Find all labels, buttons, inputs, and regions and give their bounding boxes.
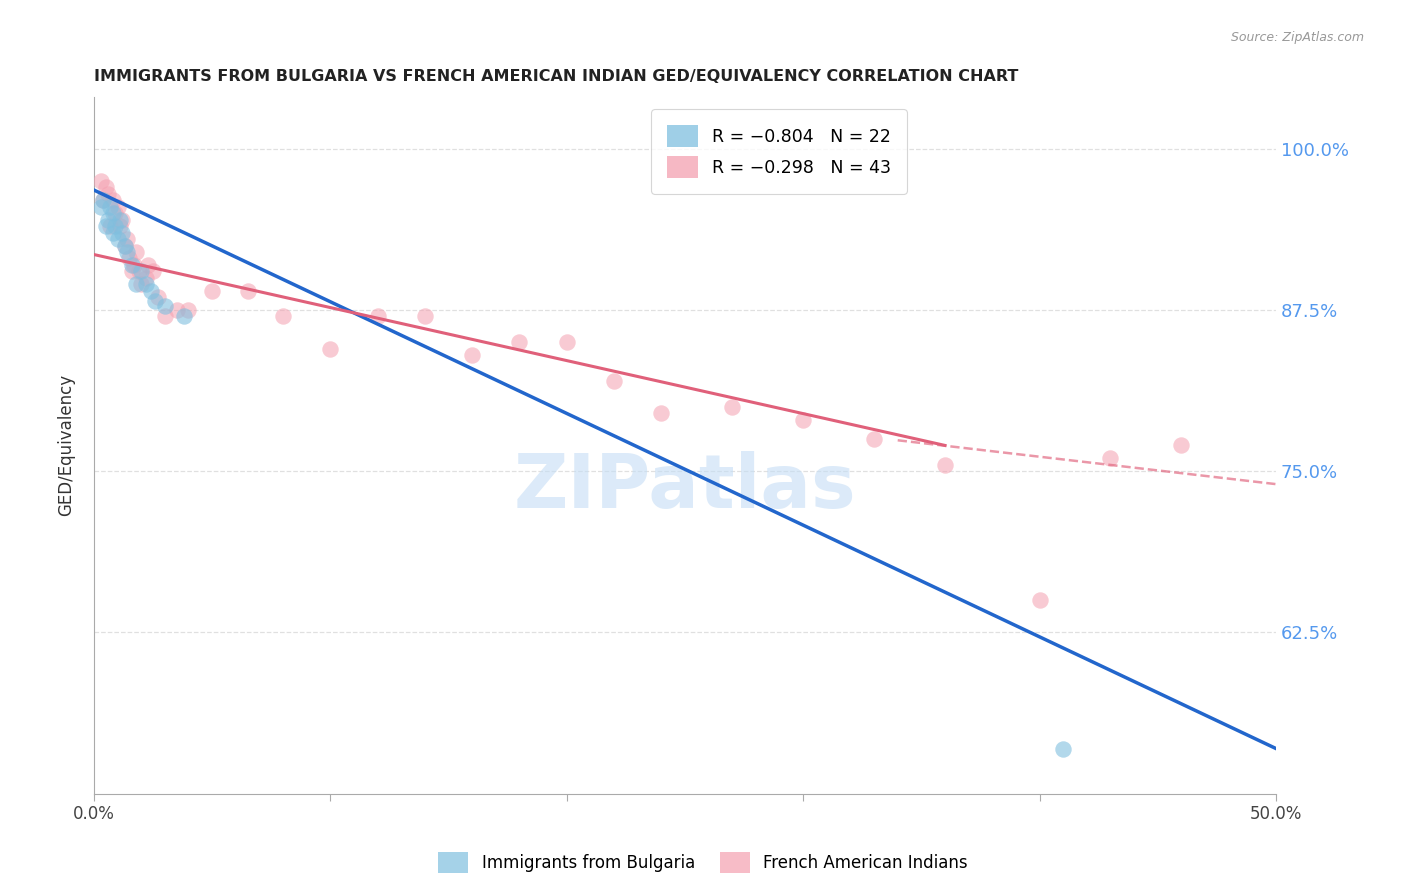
Point bbox=[121, 258, 143, 272]
Point bbox=[115, 244, 138, 259]
Point bbox=[107, 232, 129, 246]
Point bbox=[236, 284, 259, 298]
Point bbox=[413, 310, 436, 324]
Legend: R = −0.804   N = 22, R = −0.298   N = 43: R = −0.804 N = 22, R = −0.298 N = 43 bbox=[651, 110, 907, 194]
Point bbox=[1052, 741, 1074, 756]
Point bbox=[104, 206, 127, 220]
Y-axis label: GED/Equivalency: GED/Equivalency bbox=[58, 375, 75, 516]
Point bbox=[125, 244, 148, 259]
Point bbox=[101, 206, 124, 220]
Point bbox=[108, 219, 131, 234]
Point bbox=[792, 412, 814, 426]
Point bbox=[367, 310, 389, 324]
Point bbox=[94, 219, 117, 234]
Point bbox=[555, 335, 578, 350]
Point bbox=[136, 258, 159, 272]
Point bbox=[97, 212, 120, 227]
Point bbox=[142, 264, 165, 278]
Point bbox=[97, 186, 120, 201]
Point bbox=[93, 194, 115, 208]
Point bbox=[100, 219, 122, 234]
Point bbox=[1170, 438, 1192, 452]
Point bbox=[508, 335, 530, 350]
Point bbox=[104, 219, 127, 234]
Legend: Immigrants from Bulgaria, French American Indians: Immigrants from Bulgaria, French America… bbox=[432, 846, 974, 880]
Point bbox=[111, 212, 134, 227]
Point bbox=[153, 299, 176, 313]
Point bbox=[129, 277, 152, 292]
Point bbox=[319, 342, 342, 356]
Point bbox=[721, 400, 744, 414]
Point bbox=[90, 174, 112, 188]
Point bbox=[121, 264, 143, 278]
Point bbox=[146, 290, 169, 304]
Point bbox=[128, 264, 150, 278]
Point bbox=[90, 200, 112, 214]
Point bbox=[114, 238, 136, 252]
Point bbox=[201, 284, 224, 298]
Point bbox=[153, 310, 176, 324]
Point bbox=[603, 374, 626, 388]
Point bbox=[177, 303, 200, 318]
Point bbox=[111, 226, 134, 240]
Point bbox=[115, 232, 138, 246]
Text: ZIPatlas: ZIPatlas bbox=[513, 450, 856, 524]
Point bbox=[108, 212, 131, 227]
Point bbox=[101, 194, 124, 208]
Point bbox=[118, 252, 141, 266]
Point bbox=[166, 303, 188, 318]
Point bbox=[129, 264, 152, 278]
Point bbox=[135, 270, 157, 285]
Text: IMMIGRANTS FROM BULGARIA VS FRENCH AMERICAN INDIAN GED/EQUIVALENCY CORRELATION C: IMMIGRANTS FROM BULGARIA VS FRENCH AMERI… bbox=[94, 69, 1018, 84]
Point bbox=[135, 277, 157, 292]
Point bbox=[1028, 593, 1050, 607]
Point bbox=[101, 226, 124, 240]
Point bbox=[122, 258, 145, 272]
Point bbox=[1099, 451, 1122, 466]
Point bbox=[93, 194, 115, 208]
Point bbox=[461, 348, 484, 362]
Point bbox=[650, 406, 672, 420]
Point bbox=[114, 238, 136, 252]
Point bbox=[863, 432, 886, 446]
Point bbox=[107, 200, 129, 214]
Point bbox=[173, 310, 195, 324]
Point bbox=[271, 310, 294, 324]
Point bbox=[100, 200, 122, 214]
Point bbox=[934, 458, 956, 472]
Point bbox=[125, 277, 148, 292]
Point bbox=[139, 284, 162, 298]
Text: Source: ZipAtlas.com: Source: ZipAtlas.com bbox=[1230, 31, 1364, 45]
Point bbox=[145, 293, 167, 308]
Point bbox=[94, 180, 117, 194]
